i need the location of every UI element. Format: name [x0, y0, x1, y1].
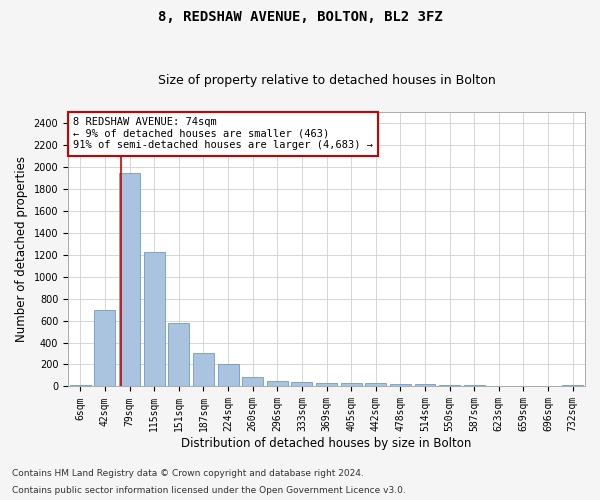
Bar: [94, 310, 115, 386]
X-axis label: Distribution of detached houses by size in Bolton: Distribution of detached houses by size …: [181, 437, 472, 450]
Bar: [144, 252, 164, 386]
Bar: [562, 385, 583, 386]
Bar: [119, 174, 140, 386]
Bar: [316, 382, 337, 386]
Y-axis label: Number of detached properties: Number of detached properties: [15, 156, 28, 342]
Bar: [70, 385, 91, 386]
Bar: [341, 382, 362, 386]
Bar: [365, 383, 386, 386]
Bar: [390, 384, 411, 386]
Bar: [292, 382, 313, 386]
Bar: [415, 384, 436, 386]
Bar: [242, 377, 263, 386]
Text: 8 REDSHAW AVENUE: 74sqm
← 9% of detached houses are smaller (463)
91% of semi-de: 8 REDSHAW AVENUE: 74sqm ← 9% of detached…: [73, 118, 373, 150]
Title: Size of property relative to detached houses in Bolton: Size of property relative to detached ho…: [158, 74, 496, 87]
Text: 8, REDSHAW AVENUE, BOLTON, BL2 3FZ: 8, REDSHAW AVENUE, BOLTON, BL2 3FZ: [158, 10, 442, 24]
Bar: [439, 385, 460, 386]
Text: Contains public sector information licensed under the Open Government Licence v3: Contains public sector information licen…: [12, 486, 406, 495]
Text: Contains HM Land Registry data © Crown copyright and database right 2024.: Contains HM Land Registry data © Crown c…: [12, 468, 364, 477]
Bar: [267, 381, 288, 386]
Bar: [218, 364, 239, 386]
Bar: [169, 324, 189, 386]
Bar: [193, 353, 214, 386]
